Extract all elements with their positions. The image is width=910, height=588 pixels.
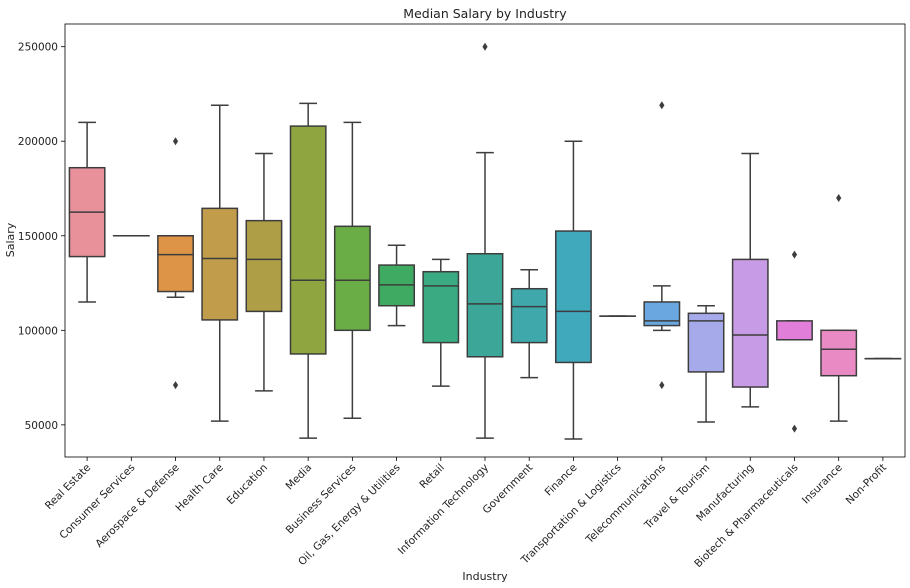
box-body [510, 287, 548, 344]
chart-title: Median Salary by Industry [403, 6, 567, 21]
box-body [776, 320, 813, 341]
x-tick-label: Telecommunications [583, 462, 668, 547]
y-axis-label: Salary [4, 222, 17, 257]
x-axis-label: Industry [462, 570, 508, 583]
box-body [157, 235, 194, 293]
x-tick-label: Health Care [173, 462, 225, 514]
box-body [731, 258, 769, 388]
outlier-point [172, 137, 179, 146]
x-tick-label: Information Technology [396, 462, 491, 557]
outlier-point [659, 381, 665, 390]
x-tick-label: Insurance [800, 462, 845, 507]
y-tick-label: 100000 [18, 325, 58, 337]
y-tick-label: 250000 [18, 42, 58, 54]
outlier-point [172, 381, 179, 390]
box-body [554, 230, 592, 364]
x-tick-label: Aerospace & Defense [93, 462, 181, 550]
outlier-point [836, 193, 842, 202]
box-body [643, 301, 681, 327]
y-tick-label: 200000 [18, 136, 58, 148]
box-body [333, 225, 371, 332]
y-tick-label: 150000 [18, 231, 58, 243]
box-body [289, 125, 327, 355]
box-body [245, 219, 283, 313]
outlier-point [791, 250, 798, 259]
box-body [422, 270, 460, 344]
box-body [466, 252, 504, 358]
outlier-point [482, 42, 488, 51]
x-tick-label: Retail [417, 462, 446, 491]
x-tick-label: Consumer Services [57, 462, 137, 542]
box-body [201, 207, 239, 321]
x-tick-label: Media [283, 462, 314, 493]
outlier-point [659, 101, 665, 110]
x-tick-label: Non-Profit [844, 462, 889, 507]
y-tick-label: 50000 [25, 420, 58, 432]
box-body [820, 329, 858, 377]
outlier-point [791, 424, 798, 433]
box-body [687, 312, 725, 373]
x-tick-label: Finance [543, 462, 580, 499]
x-tick-label: Education [225, 462, 270, 507]
